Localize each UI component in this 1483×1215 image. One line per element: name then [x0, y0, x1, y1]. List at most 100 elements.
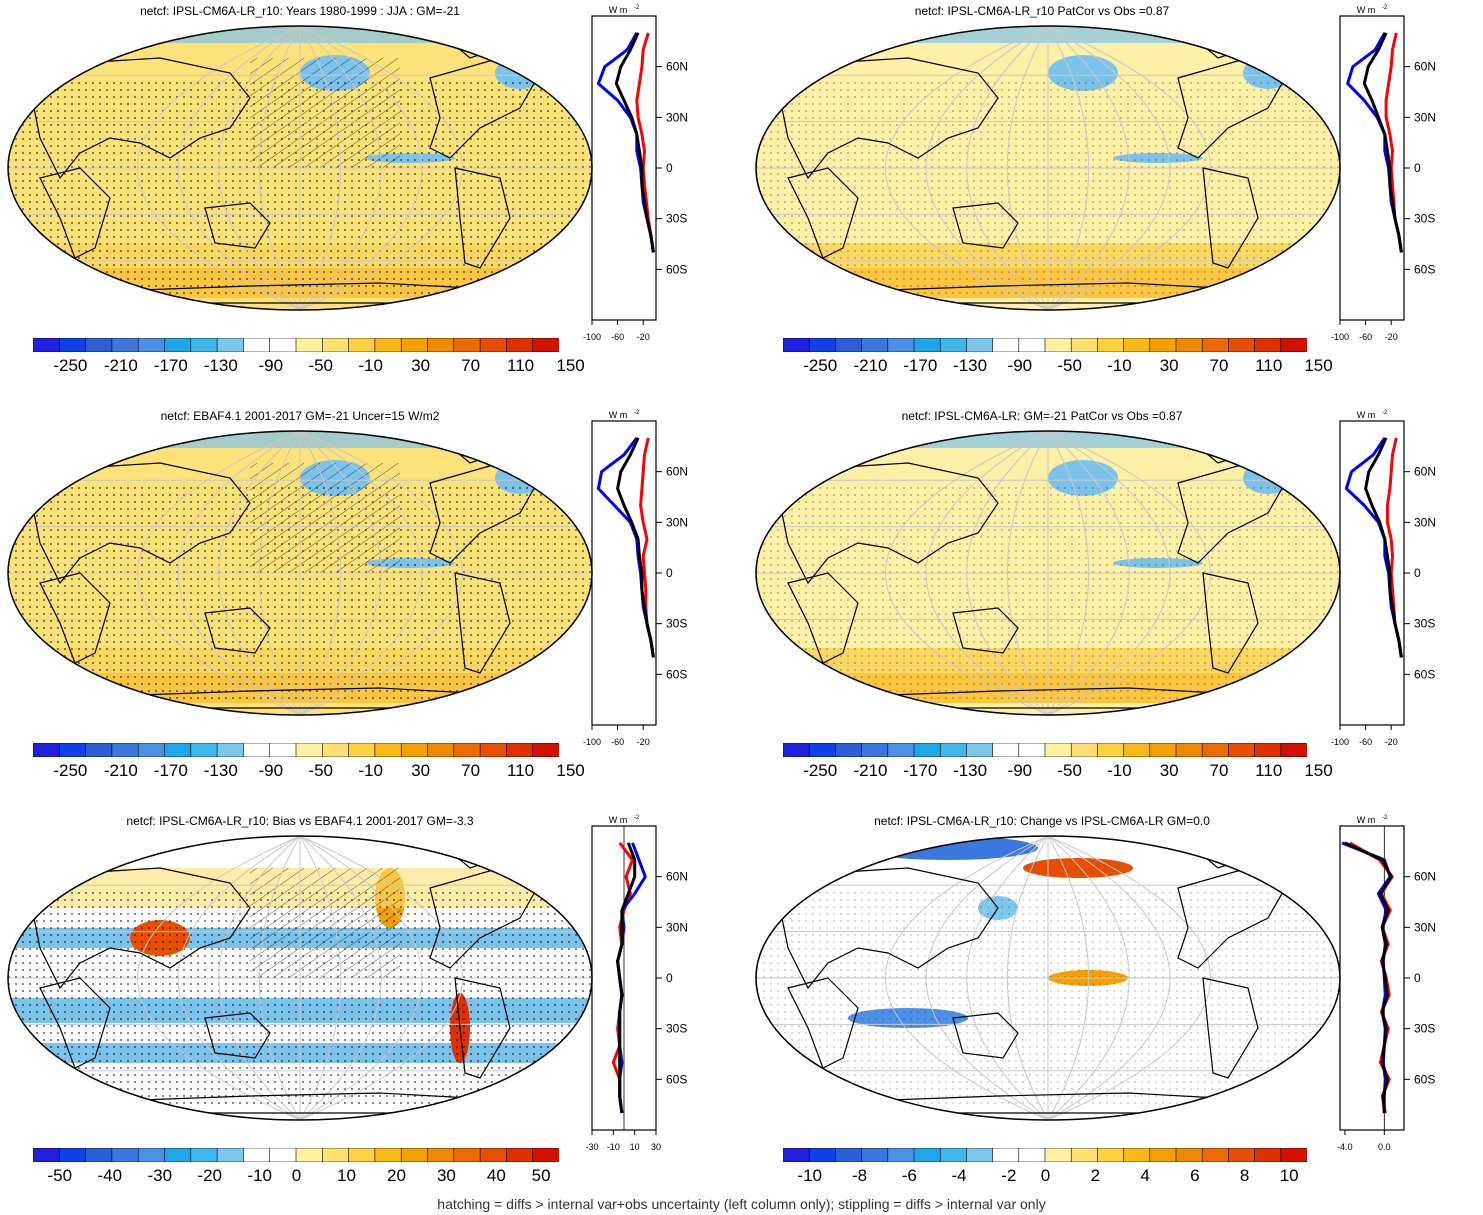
colorbar-tick-label: 30: [411, 356, 431, 375]
map-4: [755, 430, 1341, 716]
map-field: [756, 26, 1340, 310]
colorbar-tick-label: 30: [411, 761, 431, 780]
zonal-mean-3: 60N 30N 0 30S 60S -100 -60 -20 W m -2: [583, 410, 688, 747]
colorbar-swatch: [861, 338, 889, 352]
colorbar-swatch: [190, 338, 218, 352]
graticule-meridian: [299, 836, 423, 1120]
colorbar-swatch: [1280, 1148, 1307, 1162]
zonal-mean-4: 60N 30N 0 30S 60S -100 -60 -20 W m -2: [1331, 410, 1436, 747]
colorbar-5: [33, 1148, 559, 1162]
colorbar-swatch: [85, 338, 113, 352]
zonal-unit-label: W m: [1357, 815, 1376, 825]
colorbar-swatch: [939, 338, 967, 352]
x-tick-label: -30: [585, 1142, 598, 1152]
colorbar-swatch: [1070, 1148, 1099, 1162]
colorbar-tick-label: -10: [1107, 356, 1132, 375]
colorbar-tick-label: -40: [97, 1166, 123, 1185]
colorbar-tick-label: -210: [853, 356, 888, 375]
colorbar-swatch: [532, 338, 559, 352]
colorbar-swatch: [137, 338, 166, 352]
colorbar-swatch: [913, 338, 941, 352]
graticule-meridian: [885, 431, 1049, 715]
colorbar-swatch: [427, 743, 455, 757]
colorbar-tick-label: -250: [53, 356, 88, 375]
lat-tick-label: 30N: [666, 515, 688, 529]
graticule-meridian: [1047, 836, 1211, 1120]
colorbar-tick-label: 50: [531, 1166, 551, 1185]
lat-tick-label: 0: [1414, 971, 1421, 985]
continent-outline: [787, 977, 859, 1069]
colorbar-swatch: [808, 743, 837, 757]
graticule-meridian: [1047, 26, 1211, 310]
colorbar-tick-label: -50: [1057, 761, 1082, 780]
colorbar-tick-label: -50: [1057, 356, 1082, 375]
zonal-mean-2: 60N 30N 0 30S 60S -100 -60 -20 W m -2: [1331, 5, 1436, 342]
graticule-meridian: [1047, 26, 1171, 310]
colorbar-swatch: [243, 1148, 271, 1162]
colorbar-swatch: [243, 338, 271, 352]
colorbar-swatch: [111, 1148, 139, 1162]
colorbar-tick-label: 30: [1159, 356, 1179, 375]
colorbar-4: [783, 743, 1307, 757]
graticule-meridian: [137, 431, 301, 715]
colorbar-swatch: [532, 743, 559, 757]
panel-3: netcf: EBAF4.1 2001-2017 GM=-21 Uncer=15…: [0, 405, 742, 805]
colorbar-3: [33, 743, 559, 757]
colorbar-swatch: [835, 743, 863, 757]
colorbar-swatch: [479, 1148, 508, 1162]
lat-tick-label: 60N: [666, 60, 688, 74]
colorbar-swatch: [1175, 743, 1203, 757]
colorbar-tick-label: 110: [507, 356, 535, 375]
colorbar-swatch: [164, 743, 192, 757]
colorbar-swatch: [216, 743, 245, 757]
zonal-line-blue: [1346, 32, 1403, 253]
lat-tick-label: 30N: [666, 920, 688, 934]
x-tick-label: -100: [583, 332, 601, 342]
colorbar-tick-label: 10: [1279, 1166, 1299, 1185]
colorbar-swatch: [348, 743, 376, 757]
colorbar-swatch: [269, 1148, 297, 1162]
graticule-meridian: [925, 431, 1049, 715]
zonal-unit-label: W m: [609, 410, 628, 420]
graticule-meridian: [885, 836, 1049, 1120]
graticule-meridian: [177, 431, 301, 715]
colorbar-swatch: [1123, 743, 1151, 757]
graticule-meridian: [218, 836, 301, 1120]
zonal-line-black: [616, 437, 655, 658]
colorbar-swatch: [243, 743, 271, 757]
continent-outline: [29, 57, 251, 180]
continent-outline: [29, 867, 251, 990]
lat-tick-label: 60S: [666, 667, 687, 681]
colorbar-swatch: [58, 1148, 87, 1162]
colorbar-swatch: [1254, 338, 1282, 352]
lat-tick-label: 30S: [1414, 617, 1435, 631]
zonal-line-black: [616, 842, 637, 1114]
colorbar-swatch: [1018, 1148, 1046, 1162]
panel-title: netcf: IPSL-CM6A-LR: GM=-21 PatCor vs Ob…: [901, 409, 1183, 423]
lat-tick-label: 60S: [666, 262, 687, 276]
colorbar-swatch: [1254, 1148, 1282, 1162]
colorbar-swatch: [374, 743, 402, 757]
colorbar-swatch: [506, 743, 534, 757]
graticule-meridian: [966, 836, 1049, 1120]
colorbar-swatch: [453, 338, 481, 352]
colorbar-swatch: [1044, 338, 1072, 352]
map-2: [755, 25, 1341, 311]
continent-outline: [29, 462, 251, 585]
lat-tick-label: 0: [666, 161, 673, 175]
colorbar-swatch: [190, 743, 218, 757]
colorbar-swatch: [506, 338, 534, 352]
x-tick-label: -10: [607, 1142, 620, 1152]
colorbar-swatch: [1254, 743, 1282, 757]
map-6: [755, 835, 1341, 1121]
colorbar-tick-label: -50: [308, 356, 334, 375]
zonal-unit-superscript: -2: [634, 815, 640, 821]
x-tick-label: -60: [1359, 332, 1372, 342]
colorbar-swatch: [887, 338, 915, 352]
arctic-change: [858, 836, 1038, 860]
colorbar-swatch: [453, 1148, 481, 1162]
colorbar-tick-label: -90: [1007, 761, 1033, 780]
continent-outline: [787, 167, 859, 259]
colorbar-tick-label: -170: [153, 356, 188, 375]
footer-note: hatching = diffs > internal var+obs unce…: [437, 1196, 1046, 1212]
